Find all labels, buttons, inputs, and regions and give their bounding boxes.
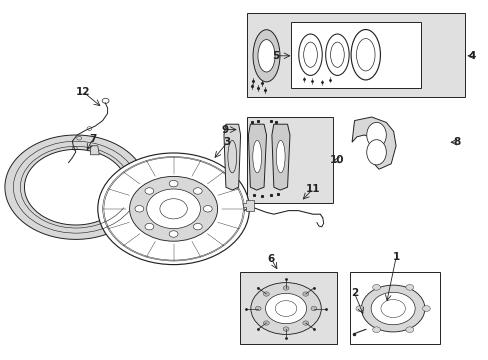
Bar	[349, 272, 439, 344]
Circle shape	[255, 306, 261, 311]
Bar	[239, 272, 337, 344]
Circle shape	[283, 327, 288, 331]
Bar	[290, 22, 420, 88]
Circle shape	[203, 206, 212, 212]
Circle shape	[250, 283, 321, 334]
Polygon shape	[5, 135, 140, 239]
Circle shape	[283, 286, 288, 290]
Circle shape	[129, 176, 217, 241]
Circle shape	[355, 306, 363, 311]
Text: 12: 12	[76, 87, 90, 97]
Text: 10: 10	[329, 155, 344, 165]
Circle shape	[405, 284, 413, 290]
Polygon shape	[90, 146, 99, 155]
Text: 4: 4	[467, 51, 475, 61]
Text: 2: 2	[350, 288, 357, 298]
Circle shape	[145, 188, 154, 194]
Ellipse shape	[366, 122, 386, 148]
Circle shape	[169, 231, 178, 237]
Bar	[246, 13, 464, 97]
Text: 3: 3	[224, 137, 230, 147]
Polygon shape	[224, 124, 240, 190]
Circle shape	[135, 206, 143, 212]
Circle shape	[370, 292, 414, 325]
Text: 6: 6	[267, 254, 274, 264]
Circle shape	[405, 327, 413, 333]
Circle shape	[263, 292, 269, 296]
Circle shape	[380, 300, 405, 318]
Circle shape	[169, 180, 178, 187]
Text: 5: 5	[272, 51, 279, 61]
Circle shape	[372, 327, 380, 333]
Circle shape	[302, 292, 308, 296]
Circle shape	[422, 306, 429, 311]
Circle shape	[275, 301, 296, 316]
Circle shape	[361, 285, 424, 332]
Circle shape	[193, 223, 202, 230]
Polygon shape	[271, 124, 289, 190]
Circle shape	[302, 321, 308, 325]
Circle shape	[263, 321, 269, 325]
Text: 8: 8	[453, 137, 460, 147]
Circle shape	[193, 188, 202, 194]
Bar	[246, 117, 332, 203]
Text: 7: 7	[89, 134, 97, 144]
Circle shape	[145, 223, 154, 230]
Polygon shape	[351, 117, 395, 169]
Circle shape	[98, 153, 249, 265]
Ellipse shape	[276, 140, 285, 173]
Text: 1: 1	[392, 252, 399, 262]
Circle shape	[372, 284, 380, 290]
Ellipse shape	[258, 40, 274, 72]
Circle shape	[310, 306, 316, 311]
Circle shape	[160, 199, 187, 219]
Circle shape	[265, 293, 306, 324]
Polygon shape	[248, 124, 266, 190]
Circle shape	[146, 189, 200, 229]
Polygon shape	[243, 200, 254, 211]
Text: 9: 9	[221, 125, 228, 135]
Text: 11: 11	[305, 184, 320, 194]
Ellipse shape	[252, 140, 261, 173]
Ellipse shape	[366, 140, 386, 165]
Ellipse shape	[253, 30, 279, 82]
